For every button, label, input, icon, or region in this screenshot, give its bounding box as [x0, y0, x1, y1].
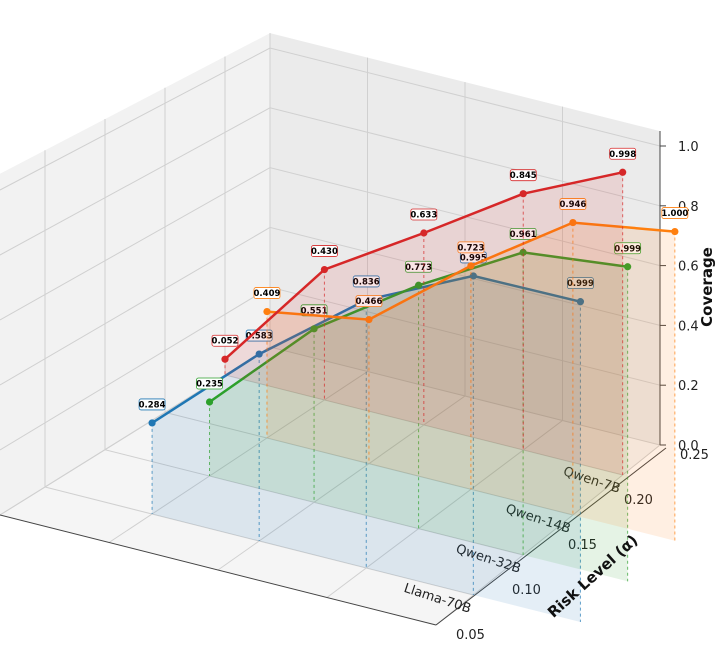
data-point — [469, 272, 477, 280]
data-label: 0.284 — [139, 400, 166, 410]
data-point — [255, 350, 263, 358]
data-point — [519, 190, 527, 198]
data-label-box — [211, 334, 239, 347]
data-label-box — [410, 208, 438, 221]
data-point — [365, 316, 373, 324]
data-label: 0.052 — [212, 337, 239, 347]
data-series: 0.284 0.583 0.836 0.995 0.999 0.235 0.551 0.773… — [138, 147, 689, 622]
data-point — [263, 307, 271, 316]
data-point — [221, 355, 229, 363]
data-label-box — [509, 227, 537, 240]
data-label: 0.633 — [410, 210, 437, 220]
data-label-box — [311, 245, 338, 257]
data-label: 0.999 — [567, 279, 594, 289]
data-point — [519, 248, 527, 256]
risk-tick-label: 0.25 — [680, 448, 709, 463]
data-label: 0.999 — [614, 244, 641, 254]
data-label-box — [196, 377, 223, 390]
data-point — [320, 265, 329, 274]
data-label-box — [138, 398, 166, 411]
data-point — [414, 281, 423, 289]
data-label-box — [352, 275, 380, 288]
data-label-box — [609, 147, 637, 160]
data-label: 0.995 — [460, 253, 487, 263]
back-pane-category — [0, 33, 270, 515]
data-point — [148, 419, 156, 427]
data-label: 0.845 — [510, 171, 537, 181]
data-label-box — [559, 198, 587, 210]
risk-gridline — [0, 33, 271, 516]
risk-tick-label: 0.10 — [512, 583, 541, 598]
coverage-tick-label: 0.0 — [678, 439, 699, 454]
data-point — [624, 263, 632, 271]
data-label-box — [457, 241, 485, 254]
data-label-box — [253, 287, 281, 299]
risk-tick-label: 0.20 — [624, 493, 653, 508]
data-label: 0.946 — [559, 200, 586, 210]
data-point — [569, 218, 577, 227]
data-point — [467, 262, 475, 270]
data-label-box — [661, 207, 689, 219]
risk-tick-label: 0.05 — [456, 628, 485, 643]
data-label: 0.466 — [355, 297, 382, 307]
data-point — [619, 168, 627, 176]
coverage-tick-label: 0.2 — [678, 379, 699, 394]
coverage-tick-label: 1.0 — [678, 140, 699, 155]
data-point — [420, 229, 428, 237]
series-qwen-14b: 0.409 0.466 0.723 0.946 1.000 — [253, 198, 689, 541]
coverage-axis-title: Coverage — [698, 247, 716, 327]
data-label-box — [509, 169, 537, 182]
data-point — [576, 298, 585, 306]
data-point — [671, 227, 679, 236]
data-label: 0.998 — [609, 150, 636, 160]
data-label: 1.000 — [661, 209, 688, 219]
floor-pane — [0, 347, 660, 625]
risk-gridline — [217, 82, 466, 571]
data-label-box — [355, 295, 383, 308]
data-label: 0.723 — [457, 243, 484, 253]
data-label-box — [405, 260, 432, 273]
risk-gridline — [108, 57, 368, 543]
series-qwen-7b: 0.052 0.430 0.633 0.845 0.998 — [211, 147, 637, 476]
coverage-tick-label: 0.6 — [678, 260, 699, 275]
grid-lines — [0, 33, 667, 626]
data-label-box — [567, 277, 594, 290]
category-axis-line — [0, 514, 437, 626]
data-label: 0.409 — [254, 289, 281, 299]
data-point — [310, 325, 318, 333]
data-label-box — [614, 242, 642, 255]
risk-tick-label: 0.15 — [568, 538, 597, 553]
data-label: 0.235 — [196, 380, 223, 390]
data-label: 0.430 — [311, 247, 338, 257]
risk-gridline — [326, 106, 563, 598]
data-label: 0.551 — [301, 306, 328, 316]
data-point — [205, 398, 214, 406]
data-label: 0.583 — [246, 332, 273, 342]
data-label: 0.961 — [510, 230, 537, 240]
coverage-tick-label: 0.4 — [678, 319, 699, 334]
data-label: 0.773 — [405, 263, 432, 273]
data-label: 0.836 — [353, 277, 380, 287]
